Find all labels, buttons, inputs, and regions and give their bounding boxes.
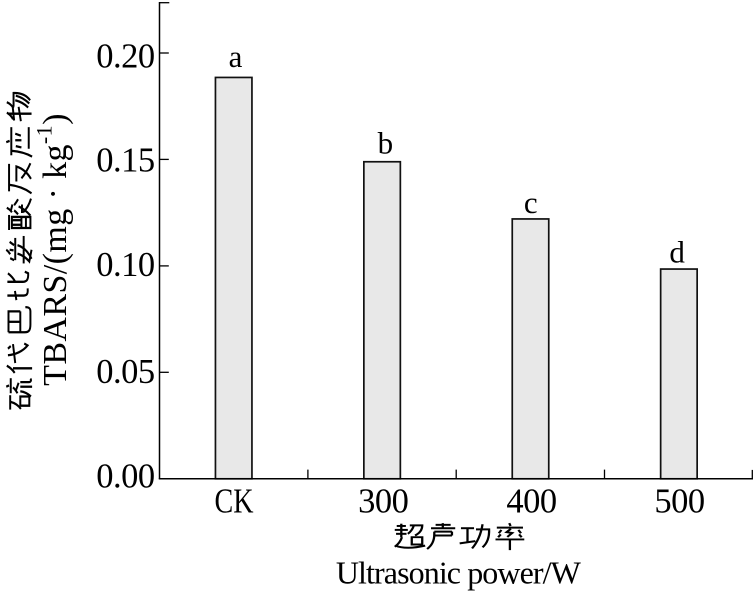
svg-text:b: b bbox=[378, 125, 394, 160]
svg-text:400: 400 bbox=[506, 482, 556, 520]
svg-text:0.00: 0.00 bbox=[96, 457, 154, 495]
svg-text:300: 300 bbox=[358, 482, 408, 520]
svg-text:0.05: 0.05 bbox=[96, 353, 154, 391]
svg-text:0.20: 0.20 bbox=[96, 37, 154, 75]
svg-text:CK: CK bbox=[215, 482, 254, 520]
svg-text:0.10: 0.10 bbox=[96, 246, 154, 284]
svg-text:500: 500 bbox=[654, 482, 704, 520]
svg-text:Ultrasonic power/W: Ultrasonic power/W bbox=[336, 555, 582, 591]
svg-text:0.15: 0.15 bbox=[96, 142, 154, 180]
svg-text:c: c bbox=[524, 185, 538, 220]
svg-text:a: a bbox=[229, 39, 243, 74]
svg-text:d: d bbox=[669, 234, 685, 269]
svg-text:TBARS/(mg · kg-1): TBARS/(mg · kg-1) bbox=[32, 113, 75, 386]
